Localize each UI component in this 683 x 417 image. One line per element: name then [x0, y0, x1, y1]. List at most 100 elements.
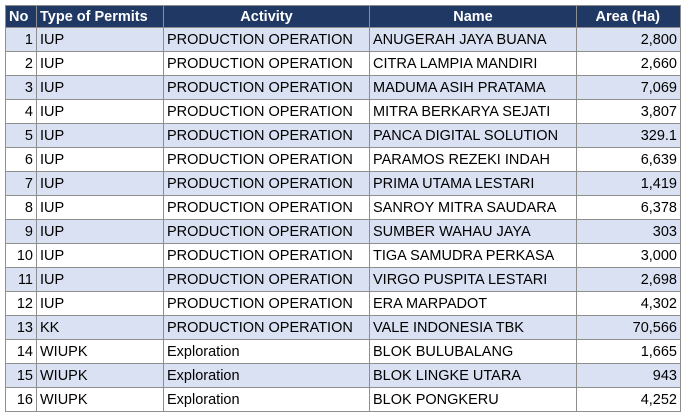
cell-activity: Exploration: [163, 363, 370, 388]
cell-type-of-permits: IUP: [36, 123, 164, 148]
cell-type-of-permits: IUP: [36, 195, 164, 220]
cell-area: 1,665: [576, 339, 681, 364]
cell-type-of-permits: WIUPK: [36, 363, 164, 388]
header-type-of-permits: Type of Permits: [36, 5, 164, 28]
cell-name: ANUGERAH JAYA BUANA: [369, 27, 577, 52]
header-no: No: [5, 5, 37, 28]
cell-area: 303: [576, 219, 681, 244]
cell-name: TIGA SAMUDRA PERKASA: [369, 243, 577, 268]
cell-type-of-permits: IUP: [36, 219, 164, 244]
cell-activity: PRODUCTION OPERATION: [163, 195, 370, 220]
cell-type-of-permits: IUP: [36, 99, 164, 124]
cell-name: SUMBER WAHAU JAYA: [369, 219, 577, 244]
cell-type-of-permits: IUP: [36, 267, 164, 292]
cell-name: ERA MARPADOT: [369, 291, 577, 316]
cell-name: PANCA DIGITAL SOLUTION: [369, 123, 577, 148]
table-row: 14 WIUPK Exploration BLOK BULUBALANG 1,665: [5, 339, 681, 364]
cell-activity: PRODUCTION OPERATION: [163, 267, 370, 292]
table-row: 3 IUP PRODUCTION OPERATION MADUMA ASIH PRAT…: [5, 75, 681, 100]
cell-no: 8: [5, 195, 37, 220]
cell-area: 4,302: [576, 291, 681, 316]
cell-type-of-permits: IUP: [36, 27, 164, 52]
cell-type-of-permits: WIUPK: [36, 387, 164, 412]
cell-activity: PRODUCTION OPERATION: [163, 219, 370, 244]
table-row: 16 WIUPK Exploration BLOK PONGKERU 4,252: [5, 387, 681, 412]
cell-area: 70,566: [576, 315, 681, 340]
table-row: 15 WIUPK Exploration BLOK LINGKE UTARA 943: [5, 363, 681, 388]
cell-type-of-permits: KK: [36, 315, 164, 340]
table-row: 9 IUP PRODUCTION OPERATION SUMBER WAHAU JAY…: [5, 219, 681, 244]
cell-no: 11: [5, 267, 37, 292]
cell-name: PARAMOS REZEKI INDAH: [369, 147, 577, 172]
cell-activity: PRODUCTION OPERATION: [163, 147, 370, 172]
cell-activity: PRODUCTION OPERATION: [163, 291, 370, 316]
table-row: 1 IUP PRODUCTION OPERATION ANUGERAH JAYA BU…: [5, 27, 681, 52]
cell-activity: Exploration: [163, 339, 370, 364]
cell-activity: PRODUCTION OPERATION: [163, 99, 370, 124]
cell-activity: PRODUCTION OPERATION: [163, 75, 370, 100]
cell-area: 3,807: [576, 99, 681, 124]
header-row: No Type of Permits Activity Name Area (H…: [5, 5, 681, 28]
table-row: 5 IUP PRODUCTION OPERATION PANCA DIGITAL SO…: [5, 123, 681, 148]
cell-area: 2,660: [576, 51, 681, 76]
cell-no: 5: [5, 123, 37, 148]
cell-area: 1,419: [576, 171, 681, 196]
cell-type-of-permits: WIUPK: [36, 339, 164, 364]
cell-name: PRIMA UTAMA LESTARI: [369, 171, 577, 196]
cell-no: 2: [5, 51, 37, 76]
cell-area: 4,252: [576, 387, 681, 412]
header-name: Name: [369, 5, 577, 28]
cell-type-of-permits: IUP: [36, 147, 164, 172]
table-row: 13 KK PRODUCTION OPERATION VALE INDONESIA T…: [5, 315, 681, 340]
cell-area: 329.1: [576, 123, 681, 148]
cell-name: BLOK PONGKERU: [369, 387, 577, 412]
cell-no: 1: [5, 27, 37, 52]
table-body: 1 IUP PRODUCTION OPERATION ANUGERAH JAYA BU…: [5, 27, 681, 412]
cell-no: 6: [5, 147, 37, 172]
cell-type-of-permits: IUP: [36, 51, 164, 76]
cell-no: 13: [5, 315, 37, 340]
cell-no: 16: [5, 387, 37, 412]
cell-name: MITRA BERKARYA SEJATI: [369, 99, 577, 124]
cell-area: 943: [576, 363, 681, 388]
header-activity: Activity: [163, 5, 370, 28]
cell-activity: PRODUCTION OPERATION: [163, 243, 370, 268]
table-row: 8 IUP PRODUCTION OPERATION SANROY MITRA SAU…: [5, 195, 681, 220]
cell-name: VALE INDONESIA TBK: [369, 315, 577, 340]
cell-type-of-permits: IUP: [36, 291, 164, 316]
cell-activity: PRODUCTION OPERATION: [163, 315, 370, 340]
cell-name: BLOK BULUBALANG: [369, 339, 577, 364]
cell-activity: PRODUCTION OPERATION: [163, 171, 370, 196]
cell-no: 12: [5, 291, 37, 316]
table-row: 6 IUP PRODUCTION OPERATION PARAMOS REZEKI I…: [5, 147, 681, 172]
cell-type-of-permits: IUP: [36, 243, 164, 268]
table-row: 12 IUP PRODUCTION OPERATION ERA MARPADOT 4,3…: [5, 291, 681, 316]
cell-area: 2,698: [576, 267, 681, 292]
cell-name: BLOK LINGKE UTARA: [369, 363, 577, 388]
permits-table: No Type of Permits Activity Name Area (H…: [5, 5, 681, 412]
cell-no: 3: [5, 75, 37, 100]
cell-name: VIRGO PUSPITA LESTARI: [369, 267, 577, 292]
cell-no: 15: [5, 363, 37, 388]
cell-no: 7: [5, 171, 37, 196]
cell-name: CITRA LAMPIA MANDIRI: [369, 51, 577, 76]
cell-activity: PRODUCTION OPERATION: [163, 51, 370, 76]
cell-name: MADUMA ASIH PRATAMA: [369, 75, 577, 100]
table-row: 11 IUP PRODUCTION OPERATION VIRGO PUSPITA L…: [5, 267, 681, 292]
cell-type-of-permits: IUP: [36, 171, 164, 196]
table-row: 10 IUP PRODUCTION OPERATION TIGA SAMUDRA PE…: [5, 243, 681, 268]
cell-activity: Exploration: [163, 387, 370, 412]
cell-no: 9: [5, 219, 37, 244]
cell-no: 4: [5, 99, 37, 124]
table-header: No Type of Permits Activity Name Area (H…: [5, 5, 681, 28]
cell-area: 3,000: [576, 243, 681, 268]
permits-table-container: No Type of Permits Activity Name Area (H…: [5, 5, 681, 412]
cell-area: 6,639: [576, 147, 681, 172]
cell-activity: PRODUCTION OPERATION: [163, 27, 370, 52]
cell-area: 6,378: [576, 195, 681, 220]
cell-area: 7,069: [576, 75, 681, 100]
cell-type-of-permits: IUP: [36, 75, 164, 100]
header-area: Area (Ha): [576, 5, 681, 28]
cell-area: 2,800: [576, 27, 681, 52]
cell-no: 14: [5, 339, 37, 364]
